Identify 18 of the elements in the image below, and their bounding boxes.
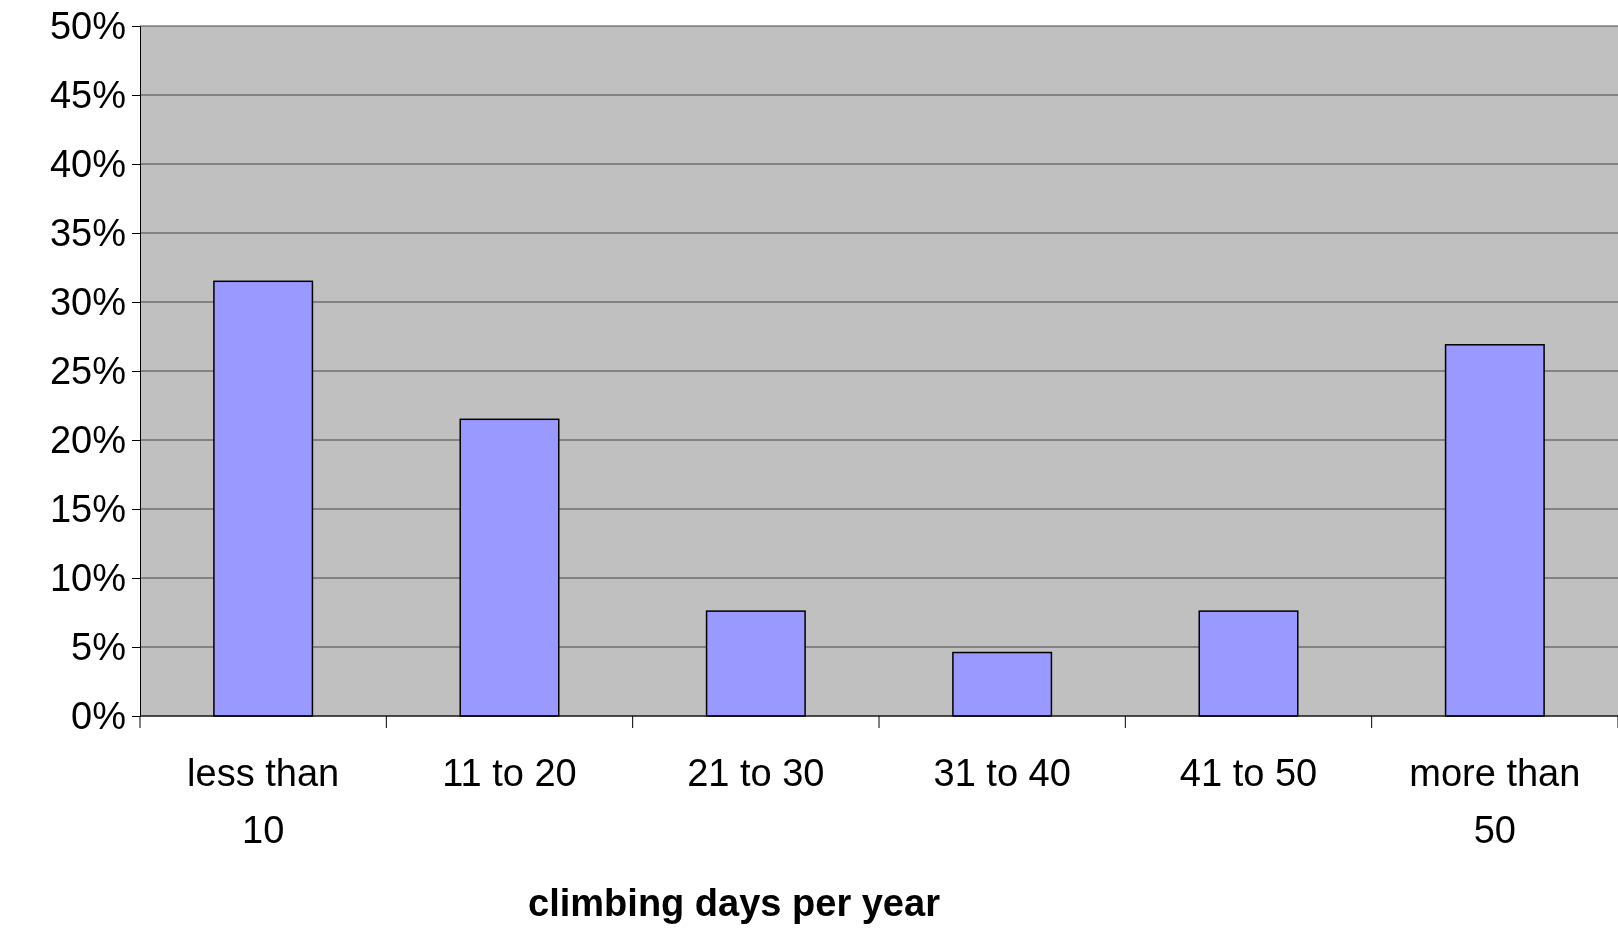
x-tick-label: 31 to 40 <box>933 752 1071 794</box>
y-tick-label: 0% <box>71 694 126 737</box>
x-tick-label: 41 to 50 <box>1179 752 1318 794</box>
y-tick-label: 25% <box>49 349 126 392</box>
y-tick-label: 20% <box>49 418 126 461</box>
y-tick-label: 15% <box>49 487 126 530</box>
y-tick-label: 10% <box>49 556 126 599</box>
x-tick-label: 11 to 20 <box>442 752 577 794</box>
y-tick-label: 40% <box>49 142 126 185</box>
x-tick-label: 21 to 30 <box>687 752 825 794</box>
y-tick-label: 5% <box>71 625 126 668</box>
x-tick-label: more than 50 <box>1409 752 1581 851</box>
x-axis-title: climbing days per year <box>528 882 941 924</box>
y-tick-label: 35% <box>49 211 126 254</box>
y-tick-label: 50% <box>49 4 126 47</box>
y-tick-label: 30% <box>49 280 126 323</box>
x-tick-label: less than 10 <box>187 752 340 851</box>
y-tick-label: 45% <box>49 73 126 116</box>
